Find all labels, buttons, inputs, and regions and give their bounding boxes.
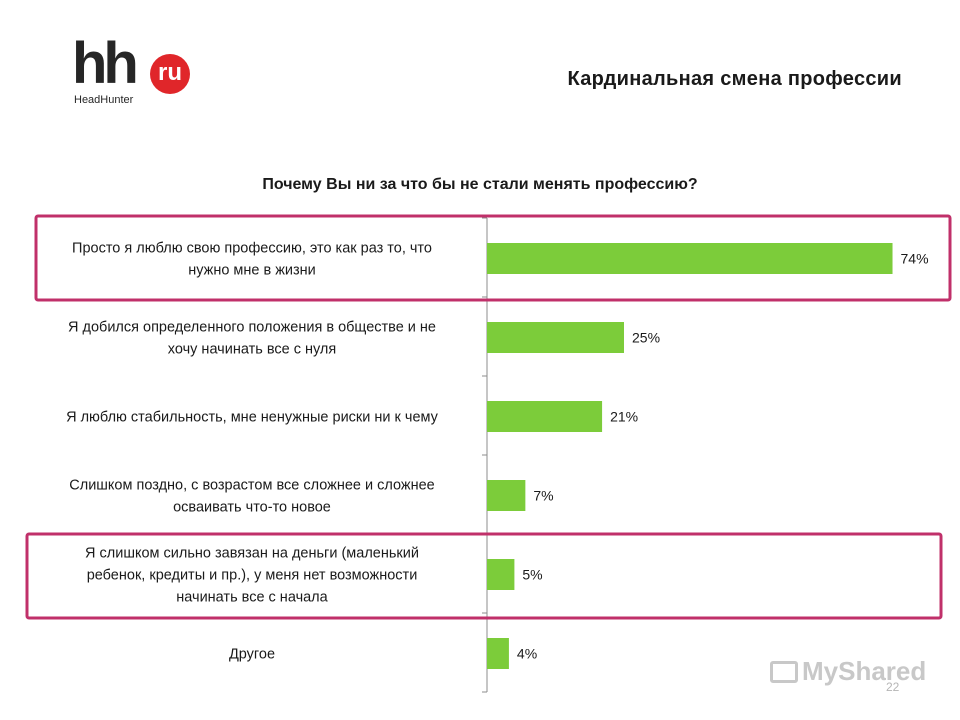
- category-label: Другое: [229, 647, 275, 663]
- watermark-text: MyShared: [802, 656, 927, 686]
- bar: [487, 480, 526, 511]
- slide-title: Кардинальная смена профессии: [567, 68, 902, 90]
- category-label: Слишком поздно, с возрастом все сложнее …: [69, 478, 434, 516]
- bar: [487, 401, 603, 432]
- category-label: Просто я люблю свою профессию, это как р…: [72, 241, 432, 279]
- slide-number: 22: [886, 680, 900, 694]
- category-label: Я слишком сильно завязан на деньги (мале…: [85, 546, 419, 606]
- value-label: 21%: [610, 409, 638, 425]
- value-label: 4%: [517, 646, 537, 662]
- value-label: 74%: [901, 251, 929, 267]
- category-label: Я добился определенного положения в обще…: [68, 320, 436, 358]
- logo-subtitle: HeadHunter: [74, 94, 134, 106]
- category-label: Я люблю стабильность, мне ненужные риски…: [66, 410, 439, 426]
- headhunter-logo: hh ru HeadHunter: [72, 34, 192, 110]
- logo-ru-text: ru: [158, 59, 182, 86]
- bar: [487, 322, 624, 353]
- watermark: MyShared: [770, 656, 926, 687]
- value-label: 7%: [533, 488, 553, 504]
- logo-hh-text: hh: [72, 31, 139, 96]
- logo-ru-circle: ru: [150, 54, 190, 94]
- value-label: 5%: [522, 567, 542, 583]
- bar: [487, 638, 509, 669]
- highlight-box: [34, 214, 952, 302]
- bar: [487, 243, 893, 274]
- highlight-box: [25, 532, 943, 620]
- bar: [487, 559, 515, 590]
- watermark-icon: [770, 661, 798, 683]
- chart-title: Почему Вы ни за что бы не стали менять п…: [262, 176, 698, 193]
- value-label: 25%: [632, 330, 660, 346]
